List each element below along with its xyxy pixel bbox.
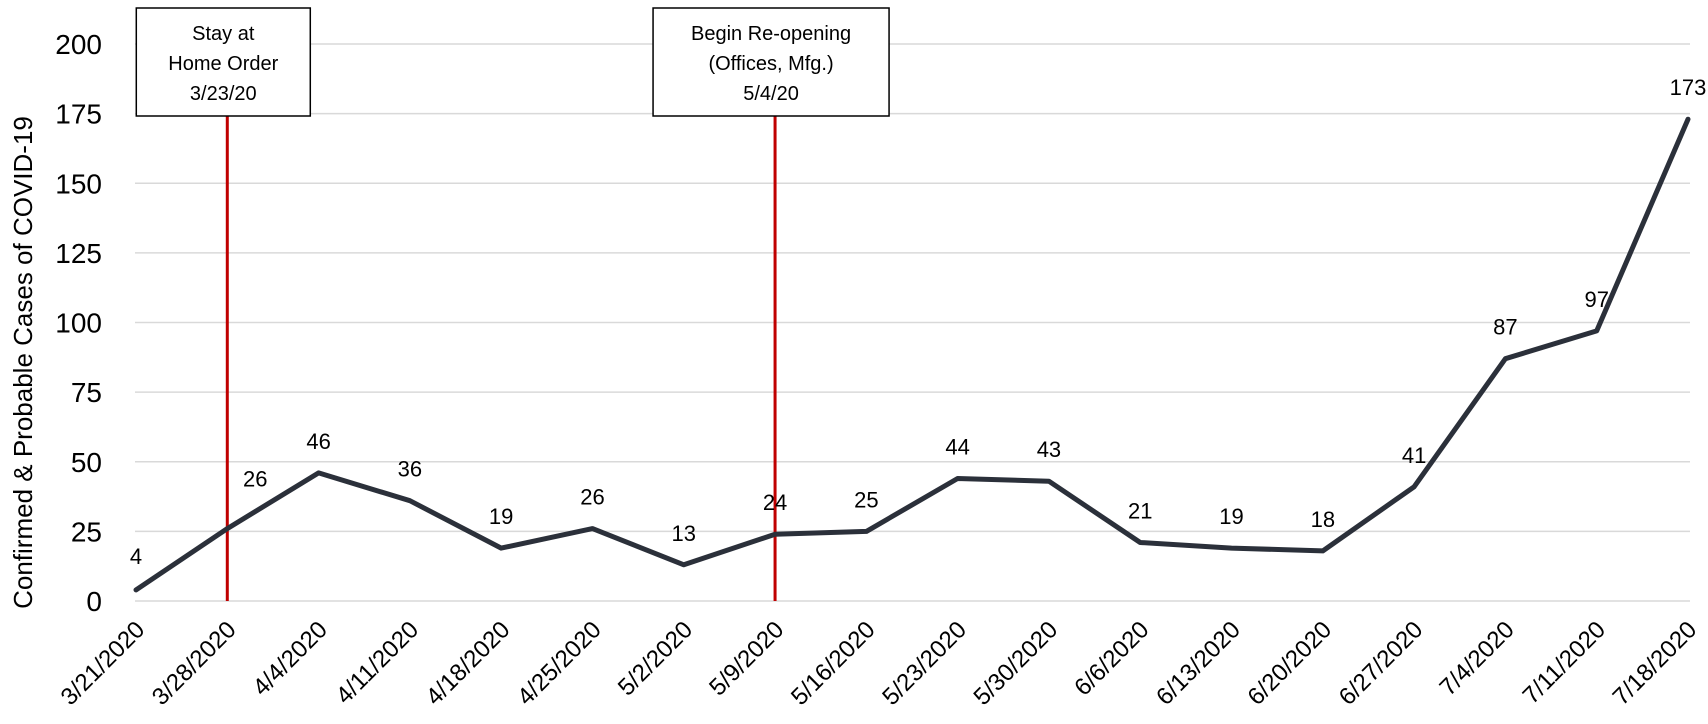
- data-label: 19: [489, 504, 513, 529]
- event-marker-lines: [225, 112, 777, 601]
- y-tick-label: 100: [55, 308, 102, 339]
- data-label: 26: [580, 485, 604, 510]
- y-tick-label: 125: [55, 238, 102, 269]
- data-label: 43: [1037, 437, 1061, 462]
- data-label: 4: [130, 544, 142, 569]
- data-label: 26: [243, 467, 267, 492]
- annotation-box: [135, 7, 312, 117]
- annotation-text: Home Order: [168, 53, 278, 75]
- gridlines: [135, 43, 1690, 602]
- x-tick-label: 6/27/2020: [1334, 616, 1429, 711]
- series-layer: [133, 116, 1691, 593]
- event-annotation: Stay at Home Order 3/23/20: [135, 7, 312, 117]
- annotation-text: Begin Re-opening: [691, 23, 851, 45]
- y-tick-label: 25: [71, 516, 102, 547]
- annotation-text: 5/4/20: [743, 83, 799, 105]
- x-tick-label: 7/18/2020: [1608, 616, 1703, 711]
- y-tick-label: 175: [55, 99, 102, 130]
- x-tick-label: 5/9/2020: [704, 616, 789, 701]
- annotation-text: 3/23/20: [190, 83, 257, 105]
- data-label: 97: [1584, 287, 1608, 312]
- y-tick-label: 200: [55, 29, 102, 60]
- event-annotation: Begin Re-opening (Offices, Mfg.) 5/4/20: [652, 7, 890, 117]
- data-labels: 4 26 46 36 19 26 13 24 25 44 43 21 19 18 41 87 97 173: [130, 75, 1706, 569]
- x-tick-label: 4/18/2020: [421, 616, 516, 711]
- y-tick-label: 75: [71, 377, 102, 408]
- series-line: [133, 116, 1691, 593]
- x-tick-label: 5/23/2020: [877, 616, 972, 711]
- data-label: 44: [945, 434, 969, 459]
- y-axis-tick-labels: 0 25 50 75 100 125 150 175 200: [55, 29, 102, 617]
- x-tick-label: 7/4/2020: [1435, 616, 1520, 701]
- y-tick-label: 50: [71, 447, 102, 478]
- x-tick-label: 4/4/2020: [248, 616, 333, 701]
- y-axis-label: Confirmed & Probable Cases of COVID-19: [8, 116, 38, 609]
- x-tick-label: 4/11/2020: [331, 616, 424, 709]
- x-tick-label: 5/16/2020: [786, 616, 881, 711]
- x-tick-label: 5/2/2020: [613, 616, 698, 701]
- x-tick-label: 5/30/2020: [969, 616, 1064, 711]
- annotation-text: Stay at: [192, 23, 255, 45]
- data-label: 46: [306, 429, 330, 454]
- x-tick-label: 7/11/2020: [1518, 616, 1611, 709]
- data-label: 24: [763, 490, 787, 515]
- y-tick-label: 150: [55, 168, 102, 199]
- x-tick-label: 4/25/2020: [512, 616, 607, 711]
- x-tick-label: 6/13/2020: [1151, 616, 1246, 711]
- data-label: 25: [854, 487, 878, 512]
- x-tick-label: 6/6/2020: [1069, 616, 1154, 701]
- x-tick-label: 3/28/2020: [147, 616, 242, 711]
- data-label: 173: [1670, 75, 1707, 100]
- data-label: 18: [1311, 507, 1335, 532]
- data-label: 87: [1493, 315, 1517, 340]
- x-tick-label: 3/21/2020: [56, 616, 151, 711]
- x-tick-label: 6/20/2020: [1242, 616, 1337, 711]
- annotation-text: (Offices, Mfg.): [708, 53, 833, 75]
- data-label: 13: [672, 521, 696, 546]
- annotation-box: [652, 7, 890, 117]
- data-label: 19: [1219, 504, 1243, 529]
- data-label: 41: [1402, 443, 1426, 468]
- y-tick-label: 0: [86, 586, 102, 617]
- data-label: 36: [398, 457, 422, 482]
- data-label: 21: [1128, 499, 1152, 524]
- event-annotations: Stay at Home Order 3/23/20 Begin Re-opening…: [135, 7, 890, 117]
